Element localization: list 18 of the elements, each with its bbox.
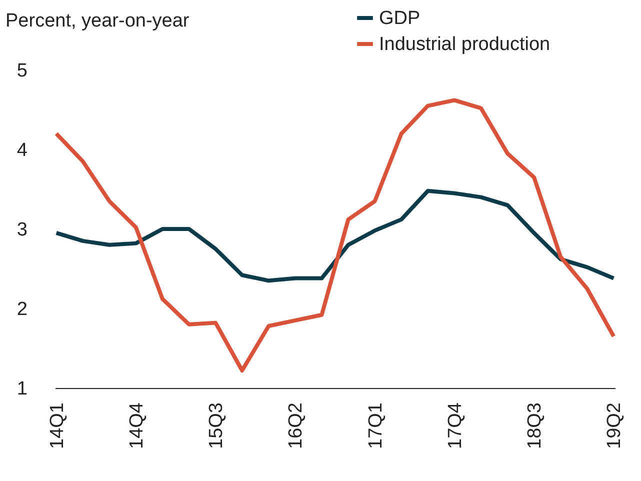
y-tick-label: 2 [16,299,28,320]
x-tick-label: 16Q2 [286,402,307,449]
y-tick-label: 1 [16,378,28,400]
line-series [54,188,616,283]
legend-label: Industrial production [379,34,550,55]
x-tick-label: 17Q4 [444,402,466,449]
legend-label: GDP [379,8,420,29]
y-tick-label: 3 [16,220,28,240]
x-tick-label: 14Q4 [126,402,148,449]
y-tick-label: 4 [16,140,28,161]
x-tick-label: 19Q2 [604,402,626,449]
y-tick-label: 5 [16,60,28,82]
x-tick-label: 18Q3 [524,402,546,449]
x-tick-label: 15Q3 [206,402,228,449]
x-tick-label: 14Q1 [46,402,68,449]
y-axis-title: Percent, year-on-year [6,10,190,32]
x-tick-label: 17Q1 [365,402,386,449]
line-series [54,98,616,373]
